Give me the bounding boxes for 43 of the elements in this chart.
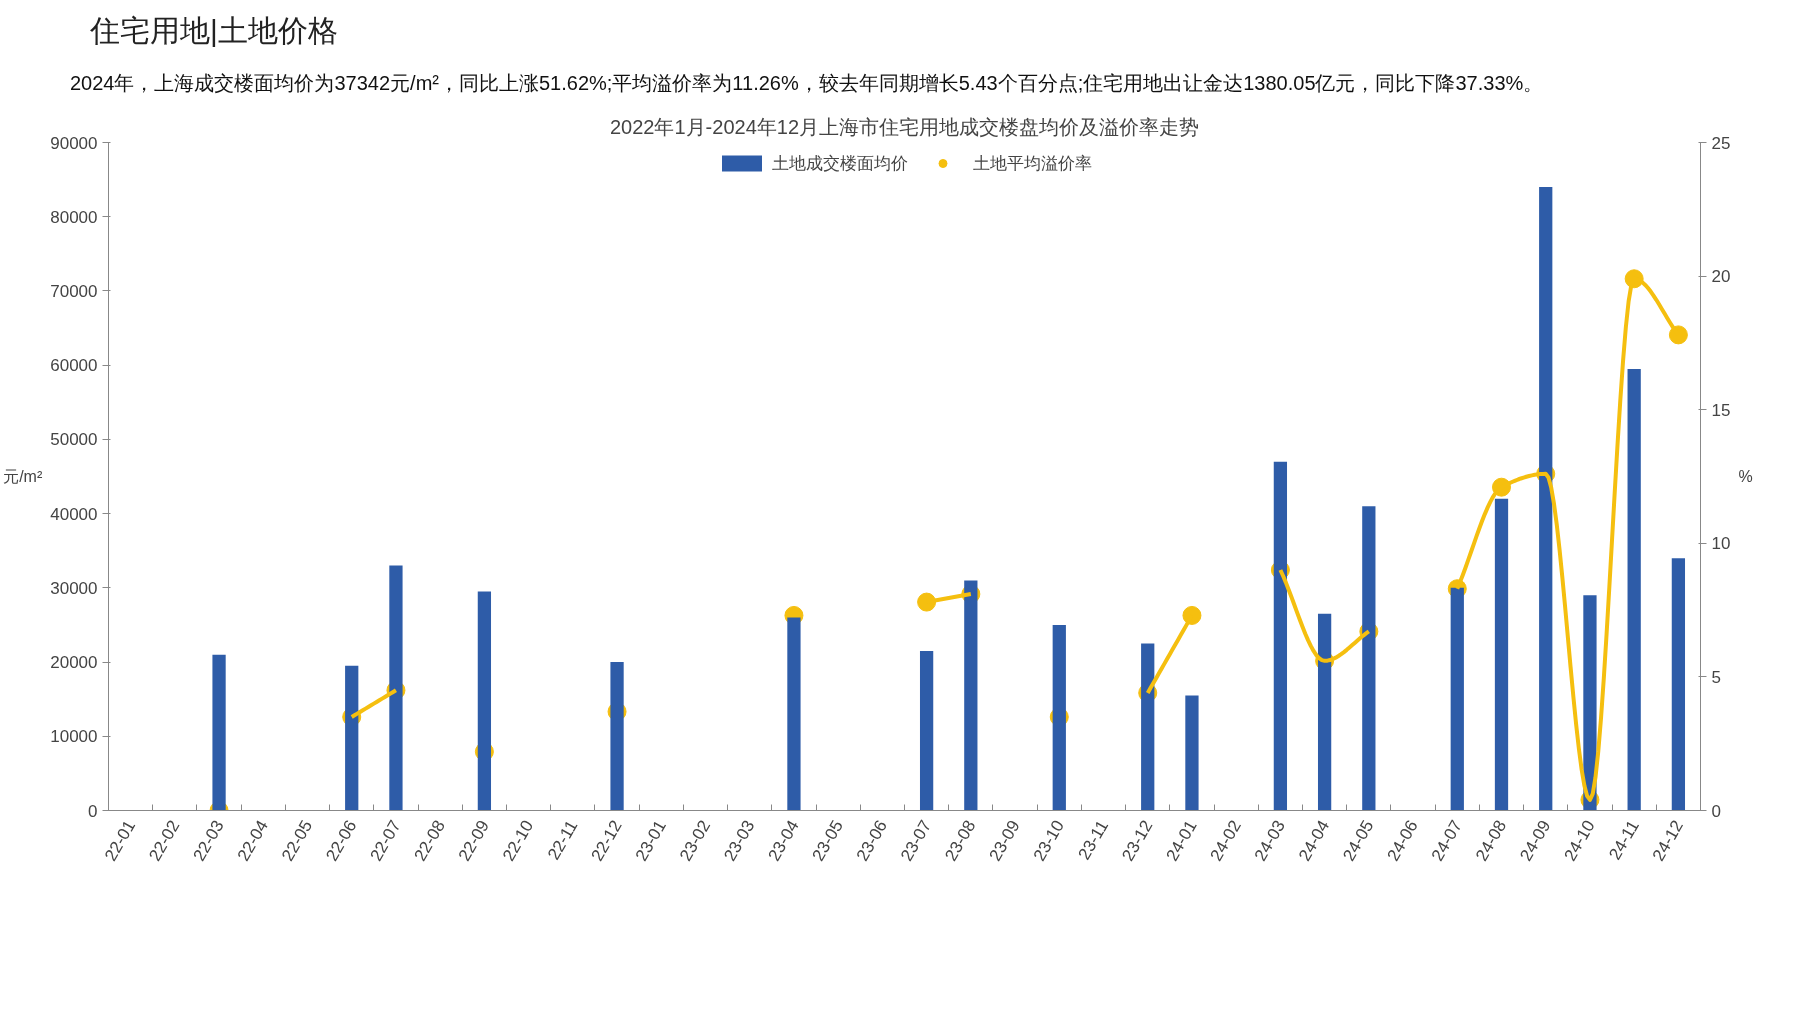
y2-tick-label: 10 [1711,534,1731,554]
bar [212,654,226,811]
bar [787,617,801,811]
bar [919,650,934,811]
y2-tick-label: 25 [1711,133,1731,153]
text: 住宅用地|土地价格 [90,13,338,49]
bar [477,591,492,811]
y-tick-label: 60000 [50,356,98,376]
y-tick-label: 80000 [50,207,98,227]
bar [1052,624,1066,811]
bar [345,665,359,811]
bar [964,580,978,811]
bar [1494,498,1509,811]
y-tick-label: 10000 [50,727,98,747]
y-tick-label: 0 [88,801,98,821]
y-tick-label: 70000 [50,281,98,301]
y-tick-label: 40000 [50,504,98,524]
legend-label: 土地成交楼面均价 [771,152,908,175]
chart-title: 2022年1月-2024年12月上海市住宅用地成交楼盘均价及溢价率走势 [609,115,1200,138]
bar [1185,695,1199,811]
y2-tick-label: 20 [1711,266,1731,286]
y2-tick-label: 15 [1711,400,1731,420]
bar [1362,506,1376,811]
y2-tick-label: 0 [1711,801,1721,821]
bar [1317,613,1332,811]
bar [610,661,624,811]
y-tick-label: 30000 [50,578,98,598]
text: 2024年，上海成交楼面均价为37342元/m²，同比上涨51.62%;平均溢价率为11.26%，较去年同期增长5.43个百分点;住宅用地出让金达1380.05亿元，同比下降37.33%。 [70,70,1544,96]
bar [1583,595,1597,811]
bar [1671,557,1686,811]
bar [1450,587,1464,811]
y-tick-label: 90000 [50,133,98,153]
bar [1627,368,1641,811]
y2-axis-title: % [1738,467,1753,485]
bar [1141,643,1155,811]
bar [1273,461,1288,811]
legend-label: 土地平均溢价率 [972,152,1092,175]
y-tick-label: 20000 [50,652,98,672]
y2-tick-label: 5 [1711,667,1721,687]
bar [389,565,403,811]
bar [1539,186,1553,811]
y-axis-title: 元/m² [3,467,43,485]
y-tick-label: 50000 [50,430,98,450]
